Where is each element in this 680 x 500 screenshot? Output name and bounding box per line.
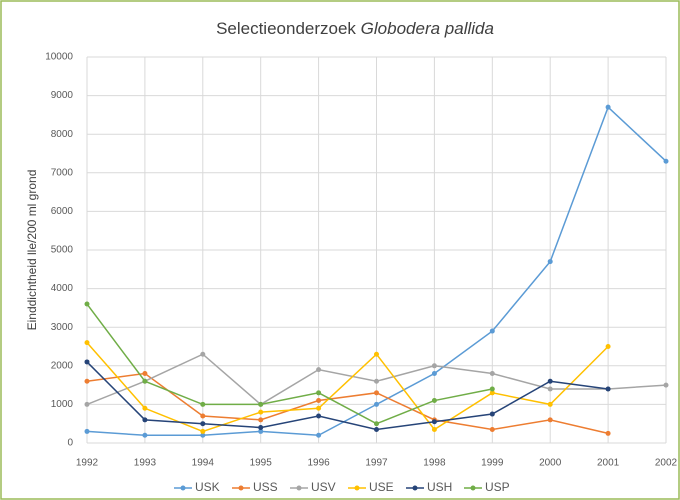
legend-label: USH [427, 480, 452, 494]
series-marker [84, 378, 90, 384]
y-tick-label: 8000 [51, 129, 74, 140]
chart-title: Selectieonderzoek Globodera pallida [216, 19, 494, 38]
series-marker [431, 371, 437, 377]
series-marker [84, 401, 90, 407]
series-marker [258, 425, 264, 431]
series-marker [374, 421, 379, 427]
series-marker [547, 401, 553, 407]
series-marker [605, 430, 611, 436]
series-line [86, 342, 609, 433]
series-marker [200, 428, 206, 434]
series-marker [200, 432, 206, 438]
series-marker [374, 401, 379, 407]
y-tick-label: 7000 [51, 167, 74, 178]
y-tick-label: 10000 [45, 52, 73, 63]
series-marker [489, 386, 495, 392]
series-marker [374, 390, 379, 396]
x-tick-label: 1992 [76, 458, 99, 469]
series-marker [200, 401, 206, 407]
x-tick-label: 1995 [250, 458, 273, 469]
series-marker [663, 158, 669, 164]
y-tick-label: 5000 [51, 245, 74, 256]
y-tick-label: 6000 [51, 206, 74, 217]
series-marker [431, 398, 437, 404]
legend-marker [354, 485, 360, 491]
series-marker [431, 363, 437, 369]
series-marker [258, 401, 264, 407]
legend-label: USV [311, 480, 336, 494]
series-marker [431, 426, 437, 432]
series-marker [547, 386, 553, 392]
series-marker [200, 351, 206, 357]
x-tick-label: 2000 [539, 458, 562, 469]
series-marker [316, 432, 322, 438]
series-marker [489, 390, 495, 396]
series-line [86, 372, 609, 435]
x-tick-label: 1994 [192, 458, 215, 469]
x-tick-label: 1993 [134, 458, 157, 469]
series-marker [663, 382, 669, 388]
series-marker [489, 328, 495, 334]
series-marker [605, 104, 611, 110]
series-marker [200, 421, 206, 427]
legend-marker [296, 485, 302, 491]
y-tick-label: 3000 [51, 322, 74, 333]
legend-label: USK [195, 480, 220, 494]
series-marker [605, 386, 611, 392]
series-marker [142, 405, 148, 411]
x-tick-label: 1996 [307, 458, 330, 469]
y-tick-label: 0 [67, 438, 73, 449]
series-marker [142, 378, 148, 384]
title-main: Selectieonderzoek [216, 19, 356, 38]
series-marker [316, 405, 322, 411]
legend-marker [180, 485, 186, 491]
series-marker [316, 367, 322, 373]
y-tick-label: 2000 [51, 360, 74, 371]
series-marker [489, 371, 495, 377]
y-tick-label: 1000 [51, 399, 74, 410]
legend-marker [238, 485, 244, 491]
series-marker [547, 259, 553, 265]
x-tick-label: 2001 [597, 458, 620, 469]
series-marker [489, 411, 495, 417]
series-marker [84, 428, 90, 434]
series-marker [258, 409, 264, 415]
series-marker [200, 413, 206, 419]
series-marker [142, 417, 148, 423]
title-italic: Globodera pallida [361, 19, 494, 38]
x-tick-label: 1999 [481, 458, 504, 469]
legend-marker [412, 485, 418, 491]
series-marker [489, 426, 495, 432]
series-marker [374, 351, 379, 357]
series-marker [84, 359, 90, 365]
x-tick-label: 2002 [655, 458, 678, 469]
series-marker [605, 344, 611, 349]
legend-label: USE [369, 480, 394, 494]
series-marker [547, 417, 553, 423]
series-marker [142, 432, 148, 438]
series-marker [84, 301, 90, 307]
series-marker [431, 419, 437, 425]
series-marker [258, 428, 264, 434]
series-line [86, 303, 493, 425]
x-tick-label: 1998 [423, 458, 446, 469]
y-tick-label: 9000 [51, 90, 74, 101]
y-axis-label: Einddichtheid lle/200 ml grond [25, 170, 39, 331]
legend-label: USP [485, 480, 510, 494]
series-line [86, 361, 609, 431]
legend-marker [470, 485, 476, 491]
series-marker [316, 398, 322, 404]
x-tick-label: 1997 [365, 458, 388, 469]
series-marker [374, 426, 379, 432]
series-marker [316, 390, 322, 396]
series-marker [258, 417, 264, 423]
series-marker [84, 340, 90, 346]
series-marker [547, 378, 553, 384]
series-marker [142, 371, 148, 377]
y-tick-label: 4000 [51, 283, 74, 294]
series-marker [316, 413, 322, 419]
series-marker [374, 378, 379, 384]
legend-label: USS [253, 480, 278, 494]
